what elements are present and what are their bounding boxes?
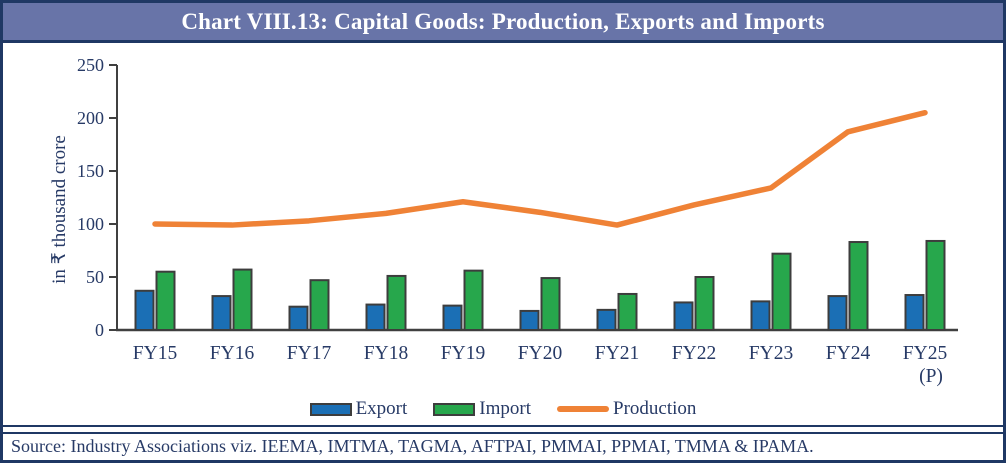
bar-export <box>519 309 540 332</box>
y-axis-title: in ₹ thousand crore <box>49 135 70 284</box>
bar-export <box>596 308 617 331</box>
chart-title-bar: Chart VIII.13: Capital Goods: Production… <box>3 3 1003 43</box>
x-tick-label: FY23 <box>749 343 793 364</box>
chart-title: Chart VIII.13: Capital Goods: Production… <box>181 8 825 34</box>
bar-import <box>155 270 176 331</box>
bar-import <box>617 292 638 332</box>
bar-export <box>442 304 463 331</box>
bar-export <box>211 295 232 331</box>
y-tick-label: 100 <box>77 214 104 234</box>
bar-import <box>309 279 330 331</box>
legend-item-export: Export <box>309 398 408 420</box>
x-tick-label: FY21 <box>595 343 639 364</box>
production-line-icon <box>557 406 610 412</box>
bar-export <box>750 300 771 332</box>
x-tick-label: FY16 <box>210 343 255 364</box>
bar-export <box>673 301 694 332</box>
x-tick-label: FY15 <box>133 343 177 364</box>
bar-import <box>694 276 715 331</box>
source-note: Source: Industry Associations viz. IEEMA… <box>3 432 1003 460</box>
chart-area: 0 50 100 150 200 250 in ₹ thousand crore FY15 FY… <box>3 43 1003 427</box>
bar-import <box>540 277 561 331</box>
bar-import <box>848 241 869 332</box>
legend: Export Import Production <box>3 398 1003 420</box>
x-tick-note: (P) <box>919 366 943 387</box>
bar-export <box>904 294 925 332</box>
x-tick-label: FY19 <box>441 343 485 364</box>
bar-import <box>386 274 407 332</box>
bar-import <box>925 239 946 332</box>
y-tick-label: 200 <box>77 108 104 128</box>
bar-export <box>288 305 309 331</box>
bar-export <box>827 295 848 331</box>
legend-item-import: Import <box>433 398 531 420</box>
x-tick-label: FY20 <box>518 343 562 364</box>
x-tick-label: FY17 <box>287 343 332 364</box>
bar-import <box>232 268 253 331</box>
y-tick-label: 50 <box>86 267 104 287</box>
y-tick-label: 0 <box>95 320 104 340</box>
bar-import <box>771 252 792 331</box>
bar-import <box>463 269 484 331</box>
legend-item-production: Production <box>557 398 696 420</box>
legend-label-export: Export <box>355 398 408 419</box>
legend-label-production: Production <box>613 398 697 419</box>
import-swatch-icon <box>433 402 476 416</box>
bar-export <box>134 289 155 331</box>
x-tick-label: FY24 <box>826 343 871 364</box>
y-tick-label: 150 <box>77 161 104 181</box>
y-tick-label: 250 <box>77 55 104 75</box>
production-line <box>152 109 928 228</box>
combo-chart-svg: 0 50 100 150 200 250 in ₹ thousand crore FY15 FY… <box>49 55 958 387</box>
legend-label-import: Import <box>479 398 532 419</box>
x-tick-label: FY22 <box>672 343 716 364</box>
x-tick-label: FY25 <box>903 343 947 364</box>
export-swatch-icon <box>309 402 352 416</box>
bar-export <box>365 303 386 331</box>
x-tick-label: FY18 <box>364 343 408 364</box>
